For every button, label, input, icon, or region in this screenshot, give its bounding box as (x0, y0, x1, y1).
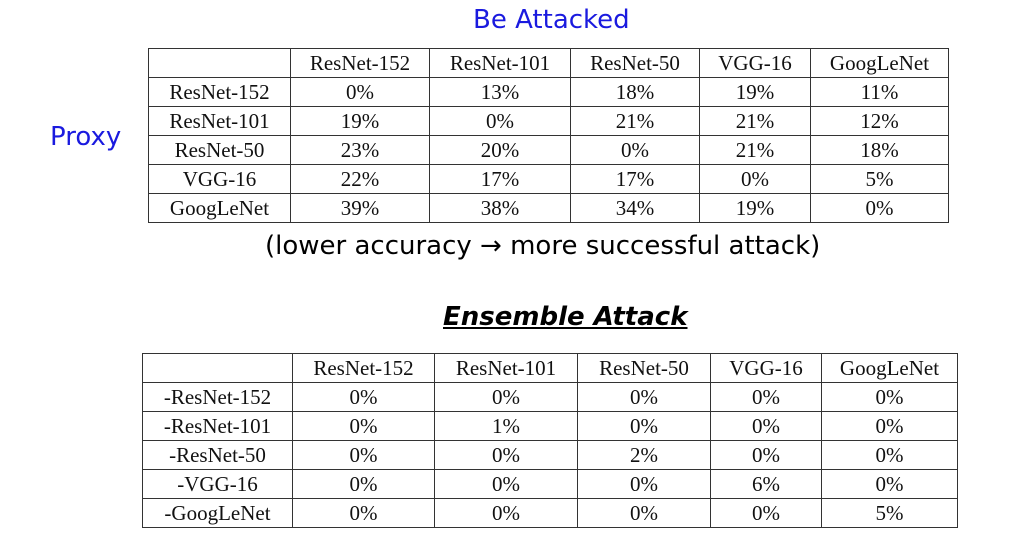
table-cell: 0% (434, 469, 578, 499)
row-header: ResNet-101 (148, 106, 291, 136)
table-cell: 0% (710, 382, 822, 412)
column-header: ResNet-50 (570, 48, 700, 78)
table-row: -ResNet-152 0% 0% 0% 0% 0% (142, 382, 958, 412)
table-cell: 21% (699, 135, 811, 165)
table-row: -GoogLeNet 0% 0% 0% 0% 5% (142, 498, 958, 528)
table-cell: 0% (821, 469, 958, 499)
corner-cell (148, 48, 291, 78)
table-cell: 6% (710, 469, 822, 499)
accuracy-note: (lower accuracy → more successful attack… (265, 231, 821, 261)
table-cell: 1% (434, 411, 578, 441)
table-row: ResNet-101 19% 0% 21% 21% 12% (148, 106, 949, 136)
row-header: ResNet-50 (148, 135, 291, 165)
be-attacked-heading: Be Attacked (473, 5, 630, 35)
table-cell: 0% (570, 135, 700, 165)
table-cell: 0% (292, 440, 435, 470)
table-cell: 0% (292, 469, 435, 499)
table-row: ResNet-152 0% 13% 18% 19% 11% (148, 77, 949, 107)
table-cell: 0% (710, 440, 822, 470)
table-cell: 0% (577, 469, 711, 499)
table-cell: 0% (292, 382, 435, 412)
row-header: -GoogLeNet (142, 498, 293, 528)
table-cell: 0% (434, 498, 578, 528)
ensemble-attack-title: Ensemble Attack (443, 302, 688, 332)
corner-cell (142, 353, 293, 383)
table-cell: 19% (699, 77, 811, 107)
table-cell: 0% (577, 382, 711, 412)
row-header: GoogLeNet (148, 193, 291, 223)
column-header: VGG-16 (699, 48, 811, 78)
table-cell: 0% (290, 77, 430, 107)
table-cell: 21% (570, 106, 700, 136)
table-cell: 18% (570, 77, 700, 107)
table-cell: 0% (434, 382, 578, 412)
table-cell: 17% (429, 164, 571, 194)
row-header: ResNet-152 (148, 77, 291, 107)
column-header: GoogLeNet (821, 353, 958, 383)
table-cell: 0% (292, 411, 435, 441)
table-row: -VGG-16 0% 0% 0% 6% 0% (142, 469, 958, 499)
table-cell: 19% (699, 193, 811, 223)
table-cell: 0% (577, 411, 711, 441)
table-cell: 17% (570, 164, 700, 194)
table-cell: 18% (810, 135, 949, 165)
row-header: -ResNet-50 (142, 440, 293, 470)
column-header: VGG-16 (710, 353, 822, 383)
table-cell: 11% (810, 77, 949, 107)
table-cell: 5% (810, 164, 949, 194)
table-cell: 38% (429, 193, 571, 223)
table-cell: 0% (434, 440, 578, 470)
table-cell: 0% (821, 440, 958, 470)
table-row: -ResNet-101 0% 1% 0% 0% 0% (142, 411, 958, 441)
header-row: ResNet-152 ResNet-101 ResNet-50 VGG-16 GoogL… (142, 353, 958, 383)
column-header: ResNet-50 (577, 353, 711, 383)
table-cell: 20% (429, 135, 571, 165)
table-cell: 19% (290, 106, 430, 136)
table-cell: 12% (810, 106, 949, 136)
table-cell: 0% (710, 498, 822, 528)
table-row: -ResNet-50 0% 0% 2% 0% 0% (142, 440, 958, 470)
table-cell: 0% (821, 411, 958, 441)
table-cell: 0% (810, 193, 949, 223)
transfer-attack-table: ResNet-152 ResNet-101 ResNet-50 VGG-16 GoogL… (148, 48, 949, 223)
table-row: VGG-16 22% 17% 17% 0% 5% (148, 164, 949, 194)
table-cell: 39% (290, 193, 430, 223)
table-cell: 0% (577, 498, 711, 528)
table-cell: 21% (699, 106, 811, 136)
table-cell: 2% (577, 440, 711, 470)
table-cell: 0% (710, 411, 822, 441)
table-row: ResNet-50 23% 20% 0% 21% 18% (148, 135, 949, 165)
row-header: -VGG-16 (142, 469, 293, 499)
column-header: ResNet-152 (292, 353, 435, 383)
row-header: -ResNet-101 (142, 411, 293, 441)
column-header: ResNet-101 (429, 48, 571, 78)
table-cell: 5% (821, 498, 958, 528)
table-cell: 0% (429, 106, 571, 136)
table-cell: 0% (821, 382, 958, 412)
table-cell: 0% (292, 498, 435, 528)
column-header: GoogLeNet (810, 48, 949, 78)
column-header: ResNet-152 (290, 48, 430, 78)
table-cell: 23% (290, 135, 430, 165)
row-header: -ResNet-152 (142, 382, 293, 412)
row-header: VGG-16 (148, 164, 291, 194)
table-row: GoogLeNet 39% 38% 34% 19% 0% (148, 193, 949, 223)
table-cell: 34% (570, 193, 700, 223)
ensemble-attack-table: ResNet-152 ResNet-101 ResNet-50 VGG-16 GoogL… (142, 353, 958, 528)
header-row: ResNet-152 ResNet-101 ResNet-50 VGG-16 GoogL… (148, 48, 949, 78)
table-cell: 22% (290, 164, 430, 194)
table-cell: 13% (429, 77, 571, 107)
column-header: ResNet-101 (434, 353, 578, 383)
table-cell: 0% (699, 164, 811, 194)
proxy-label: Proxy (50, 122, 122, 152)
